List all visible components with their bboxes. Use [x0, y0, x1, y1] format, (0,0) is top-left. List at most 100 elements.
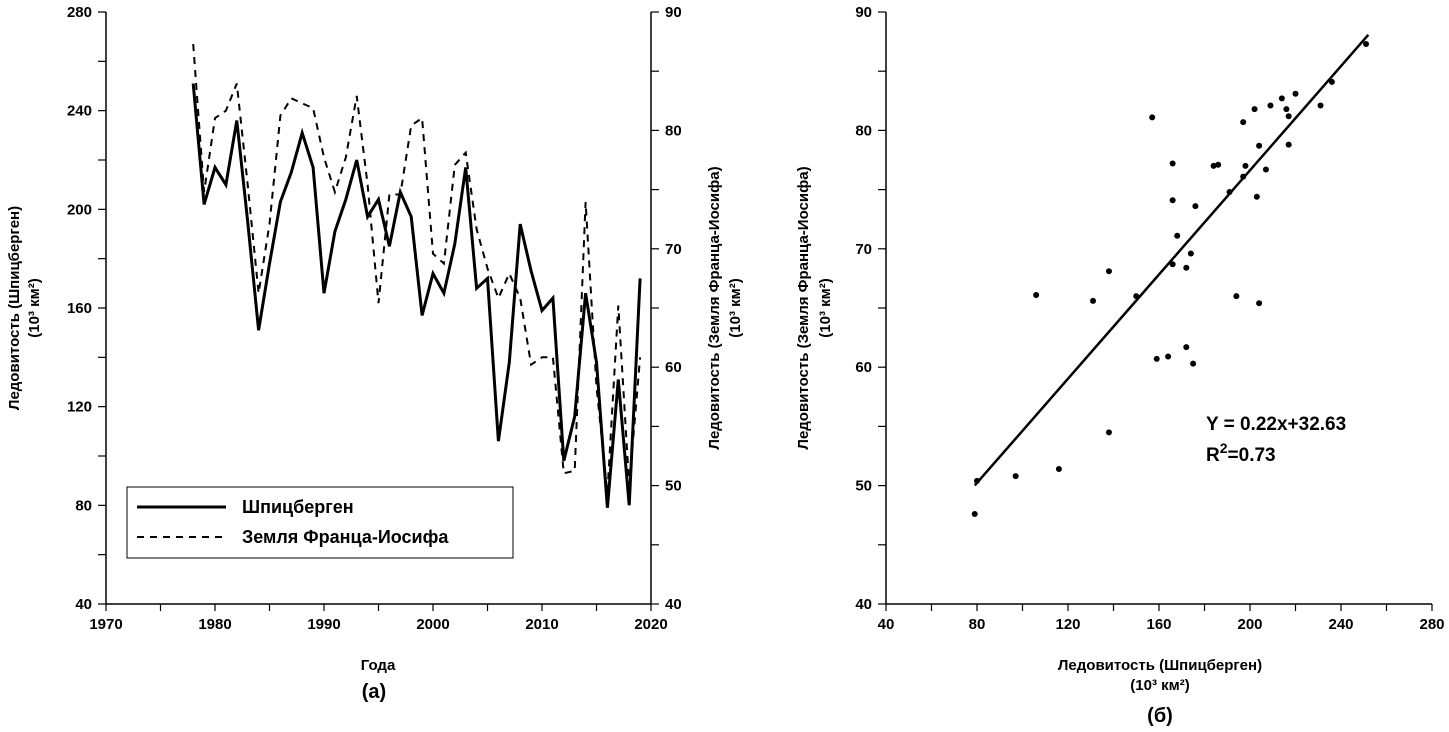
series-line-spitsbergen [191, 83, 642, 508]
scatter-point [1153, 355, 1160, 362]
scatter-point [1253, 193, 1260, 200]
scatter-point [1174, 232, 1181, 239]
panel-b-x-tick-label: 280 [1419, 616, 1444, 633]
scatter-point [1090, 297, 1097, 304]
scatter-point [1285, 141, 1292, 148]
panel-a-x-tick-label: 1990 [307, 616, 340, 633]
panel-b-x-tick-label: 80 [969, 616, 986, 633]
scatter-point [1165, 353, 1172, 360]
panel-b-y-tick-label: 70 [855, 241, 872, 258]
scatter-point [1292, 90, 1299, 97]
scatter-point [1240, 119, 1247, 126]
panel-a-x-tick-label: 2010 [525, 616, 558, 633]
panel-b-x-units: (10³ км²) [1130, 677, 1189, 694]
scatter-point [1267, 102, 1274, 109]
panel-a-right-y-title: Ледовитость (Земля Франца-Иосифа) [706, 166, 723, 449]
scatter-point [1242, 162, 1249, 169]
legend-label-spitsbergen: Шпицберген [242, 497, 354, 517]
scatter-point [1183, 344, 1190, 351]
panel-a-right-y-tick-label: 70 [665, 241, 682, 258]
panel-b-x-tick-label: 160 [1146, 616, 1171, 633]
scatter-point [1169, 160, 1176, 167]
scatter-point [1317, 102, 1324, 109]
panel-b-y-tick-label: 80 [855, 122, 872, 139]
panel-a-legend: Шпицберген Земля Франца-Иосифа [126, 486, 514, 559]
scatter-point [1363, 40, 1370, 47]
scatter-point [1149, 114, 1156, 121]
legend-label-fjl: Земля Франца-Иосифа [242, 527, 449, 547]
scatter-point [1187, 250, 1194, 257]
scatter-point [1055, 466, 1062, 473]
scatter-point [1283, 106, 1290, 113]
panel-b-y-title: Ледовитость (Земля Франца-Иосифа) [795, 166, 812, 449]
scatter-point [1105, 268, 1112, 275]
scatter-point [1215, 161, 1222, 168]
series-line-franz-josef-land [192, 44, 642, 494]
scatter-point [971, 511, 978, 518]
panel-b-y-units: (10³ км²) [817, 278, 834, 337]
scatter-point [974, 477, 980, 484]
scatter-point [1251, 106, 1258, 113]
scatter-point [1192, 203, 1199, 210]
r-squared-value: =0.73 [1228, 445, 1276, 466]
scatter-point [1256, 300, 1263, 307]
panel-a-left-y-units: (10³ км²) [26, 278, 43, 337]
panel-a-x-tick-label: 1970 [89, 616, 122, 633]
scatter-point [1033, 291, 1040, 298]
panel-a-x-tick-label: 1980 [198, 616, 231, 633]
panel-b-y-tick-label: 50 [855, 478, 872, 495]
panel-b-x-tick-label: 200 [1237, 616, 1262, 633]
scatter-point [1328, 78, 1335, 85]
legend-box [126, 486, 514, 559]
scatter-point [1210, 162, 1217, 169]
panel-b-y-tick-label: 40 [855, 596, 872, 613]
panel-a: 1970 1980 1990 2000 2010 2020 40 80 120 160 200 240… [6, 4, 744, 703]
panel-b-label: (б) [1147, 705, 1173, 727]
regression-equation: Y = 0.22x+32.63 [1206, 414, 1346, 435]
regression-line [973, 34, 1370, 487]
scatter-point [1169, 197, 1176, 204]
scatter-point [1012, 473, 1019, 480]
panel-a-left-y-tick-label: 80 [75, 497, 92, 514]
panel-a-x-tick-label: 2000 [416, 616, 449, 633]
panel-a-right-y-tick-label: 40 [665, 596, 682, 613]
r-squared-sup: 2 [1220, 440, 1228, 456]
scatter-point [1133, 293, 1140, 300]
panel-b-y-tick-label: 60 [855, 359, 872, 376]
scatter-point [1285, 113, 1292, 120]
scatter-point [1169, 261, 1176, 268]
panel-a-right-y-tick-label: 80 [665, 122, 682, 139]
r-squared-prefix: R [1206, 445, 1220, 466]
panel-a-left-y-tick-label: 280 [67, 4, 92, 21]
panel-a-right-y-tick-label: 90 [665, 4, 682, 21]
panel-a-x-title: Года [361, 657, 396, 674]
panel-b-y-tick-label: 90 [855, 4, 872, 21]
panel-b-x-tick-label: 120 [1055, 616, 1080, 633]
panel-a-right-y-tick-label: 60 [665, 359, 682, 376]
panel-b-x-tick-label: 40 [878, 616, 895, 633]
panel-a-right-y-units: (10³ км²) [727, 278, 744, 337]
scatter-point [1105, 429, 1112, 436]
scatter-point [1190, 360, 1197, 367]
panel-b-x-title: Ледовитость (Шпицберген) [1058, 657, 1262, 674]
panel-a-left-y-tick-label: 240 [67, 103, 92, 120]
scatter-point [1262, 166, 1269, 173]
scatter-point [1256, 142, 1263, 149]
panel-a-left-y-tick-label: 120 [67, 399, 92, 416]
panel-a-left-y-tick-label: 200 [67, 201, 92, 218]
panel-a-left-y-title: Ледовитость (Шпицберген) [6, 206, 23, 410]
panel-a-x-tick-label: 2020 [634, 616, 667, 633]
panel-a-left-y-tick-label: 160 [67, 300, 92, 317]
scatter-point [1233, 293, 1240, 300]
scatter-point [1226, 188, 1233, 195]
panel-a-label: (а) [362, 681, 386, 703]
scatter-point [1278, 95, 1285, 102]
scatter-point [1240, 173, 1247, 180]
scatter-point [1183, 264, 1190, 271]
panel-b: 40 80 120 160 200 240 280 40 50 60 70 80 90 Y = 0.22… [795, 4, 1445, 727]
panel-a-right-y-tick-label: 50 [665, 478, 682, 495]
r-squared: R2=0.73 [1206, 440, 1276, 466]
panel-a-left-y-tick-label: 40 [75, 596, 92, 613]
panel-b-x-tick-label: 240 [1328, 616, 1353, 633]
